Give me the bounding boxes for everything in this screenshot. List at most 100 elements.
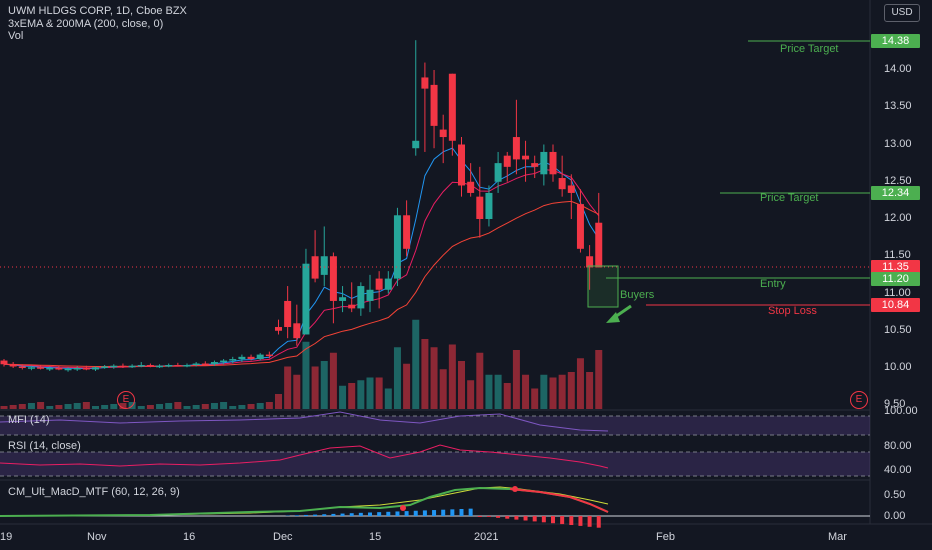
macd-histogram-bar (523, 516, 528, 521)
price-target-2-label: Price Target (760, 192, 819, 204)
volume-bar (384, 388, 392, 409)
price-axis-tick: 10.50 (884, 323, 912, 336)
indicator-vol-legend[interactable]: Vol (8, 30, 24, 42)
volume-bar (595, 350, 603, 409)
currency-button[interactable]: USD (884, 4, 920, 22)
volume-bar (101, 405, 109, 409)
rsi-tick: 40.00 (884, 464, 912, 476)
candle-body (247, 356, 255, 360)
candle-body (146, 365, 154, 367)
rsi-band (0, 452, 870, 476)
candle-body (329, 256, 337, 301)
volume-bar (302, 341, 310, 409)
candle-body (55, 368, 63, 370)
candle-body (339, 297, 347, 301)
volume-bar (522, 374, 530, 409)
entry-tag: 11.20 (871, 272, 920, 286)
volume-bar (458, 361, 465, 409)
volume-bar (512, 350, 520, 409)
buyers-arrow-head (606, 312, 620, 323)
macd-histogram-bar (532, 516, 537, 522)
macd-histogram-bar (459, 509, 464, 516)
candle-body (220, 360, 228, 363)
volume-bar (558, 374, 566, 409)
candle-body (485, 192, 493, 219)
volume-bar (567, 372, 575, 409)
candle-body (522, 155, 530, 160)
macd-histogram-bar (551, 516, 555, 524)
volume-bar (64, 404, 72, 409)
candle-body (183, 365, 191, 367)
mfi-title[interactable]: MFI (14) (8, 414, 50, 426)
volume-bar (27, 403, 35, 409)
volume-bar (540, 374, 548, 409)
volume-bar (421, 339, 429, 409)
volume-bar (284, 366, 292, 409)
volume-bar (467, 380, 475, 409)
volume-bar (366, 377, 374, 409)
candle-body (348, 304, 356, 309)
volume-bar (201, 404, 209, 409)
rsi-title[interactable]: RSI (14, close) (8, 440, 81, 452)
macd-histogram-bar (477, 516, 482, 517)
candle-body (0, 360, 8, 365)
candle-body (458, 144, 465, 186)
volume-bar (247, 404, 255, 409)
macd-title[interactable]: CM_Ult_MacD_MTF (60, 12, 26, 9) (8, 486, 180, 498)
price-axis-tick: 11.00 (884, 286, 911, 299)
volume-bar (110, 404, 118, 409)
macd-histogram-bar (377, 512, 382, 516)
macd-histogram-bar (468, 508, 473, 516)
volume-bar (275, 394, 282, 409)
price-target-2-tag: 12.34 (871, 186, 920, 200)
ema-lines (3, 147, 600, 370)
candle-body (311, 256, 319, 279)
candle-body (156, 365, 164, 368)
volume-bar (393, 347, 401, 409)
price-axis-tick: 12.00 (884, 212, 912, 224)
time-axis-label: 15 (369, 531, 382, 543)
macd-histogram-bar (596, 516, 601, 528)
volume-bar (18, 404, 26, 409)
candle-body (531, 163, 539, 167)
candle-body (192, 363, 200, 366)
candle-body (384, 278, 392, 290)
candle-body (540, 151, 548, 175)
candle-body (64, 368, 72, 371)
macd-tick: 0.50 (884, 489, 906, 501)
candles (0, 40, 603, 372)
candle-body (412, 140, 420, 149)
macd-histogram-bar (368, 512, 372, 516)
candle-body (137, 365, 145, 367)
macd-histogram-bar (514, 516, 519, 520)
macd-histogram-bar (560, 516, 565, 525)
volume-bar (339, 385, 347, 409)
volume-bar (531, 388, 539, 409)
volume-bar (503, 383, 511, 409)
candle-body (366, 289, 374, 301)
macd-histogram-bar (496, 516, 501, 518)
macd-histogram-bar (358, 512, 363, 516)
candle-body (430, 84, 438, 126)
macd-histogram-bar (413, 510, 418, 516)
stop-loss-tag: 10.84 (871, 298, 920, 312)
volume-bar (137, 406, 145, 409)
volume-bar (238, 405, 246, 409)
volume-bar (549, 377, 557, 409)
candle-body (421, 77, 429, 89)
macd-histogram (285, 508, 601, 528)
indicator-ema-legend[interactable]: 3xEMA & 200MA (200, close, 0) (8, 18, 164, 30)
candle-body (375, 278, 383, 290)
price-axis-tick: 10.00 (884, 361, 912, 373)
price-target-1-tag: 14.38 (871, 34, 920, 48)
candle-body (448, 73, 456, 141)
earnings-badge[interactable]: E (850, 391, 868, 409)
mfi-tick: 100.00 (884, 405, 918, 417)
earnings-badge[interactable]: E (117, 391, 135, 409)
price-axis-tick: 11.50 (884, 249, 911, 262)
macd-histogram-bar (541, 516, 546, 523)
volume-bar (174, 402, 182, 409)
volume-bar (403, 363, 411, 409)
volume-bar (256, 403, 264, 409)
